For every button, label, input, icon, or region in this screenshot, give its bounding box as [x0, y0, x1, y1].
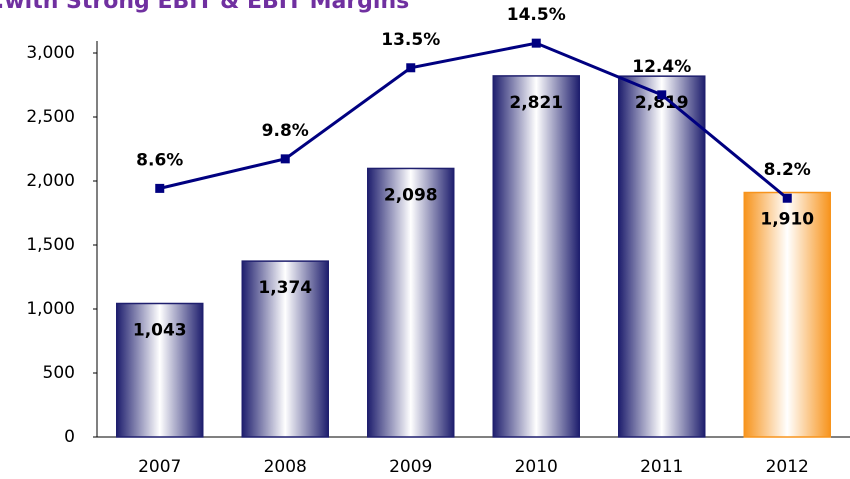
bar-label: 1,043: [133, 320, 187, 340]
y-tick-label: 0: [64, 427, 75, 447]
margin-point: [406, 63, 416, 73]
bar: [492, 75, 580, 438]
chart-title: .with Strong EBIT & EBIT Margins: [0, 0, 409, 14]
x-tick-label: 2010: [515, 457, 558, 477]
bar-label: 1,374: [258, 278, 312, 298]
bar: [367, 167, 455, 438]
bar: [743, 191, 831, 438]
bar-label: 2,098: [384, 185, 438, 205]
margin-label: 13.5%: [381, 30, 440, 50]
margin-label: 8.2%: [764, 160, 811, 180]
bar: [116, 302, 204, 438]
margin-point: [280, 154, 290, 164]
margin-line: [159, 41, 789, 200]
x-tick-label: 2011: [640, 457, 683, 477]
y-tick-label: 3,000: [26, 43, 75, 63]
y-tick-label: 1,500: [26, 235, 75, 255]
margin-label: 9.8%: [262, 121, 309, 141]
y-tick-label: 500: [43, 363, 75, 383]
bar-label: 2,819: [635, 93, 689, 113]
margin-label: 8.6%: [136, 150, 183, 170]
y-tick-label: 2,000: [26, 171, 75, 191]
margin-point: [657, 90, 667, 100]
margin-label: 14.5%: [507, 5, 566, 25]
bar: [241, 260, 329, 438]
bar-label: 2,821: [509, 93, 563, 113]
margin-point: [531, 38, 541, 48]
margin-point: [155, 183, 165, 193]
margin-label: 12.4%: [632, 57, 691, 77]
y-tick-label: 2,500: [26, 107, 75, 127]
x-tick-label: 2009: [389, 457, 432, 477]
x-tick-label: 2007: [138, 457, 181, 477]
margin-point: [782, 193, 792, 203]
y-tick-label: 1,000: [26, 299, 75, 319]
bar-label: 1,910: [760, 210, 814, 230]
x-tick-label: 2012: [766, 457, 809, 477]
bar: [618, 75, 706, 438]
x-tick-label: 2008: [264, 457, 307, 477]
